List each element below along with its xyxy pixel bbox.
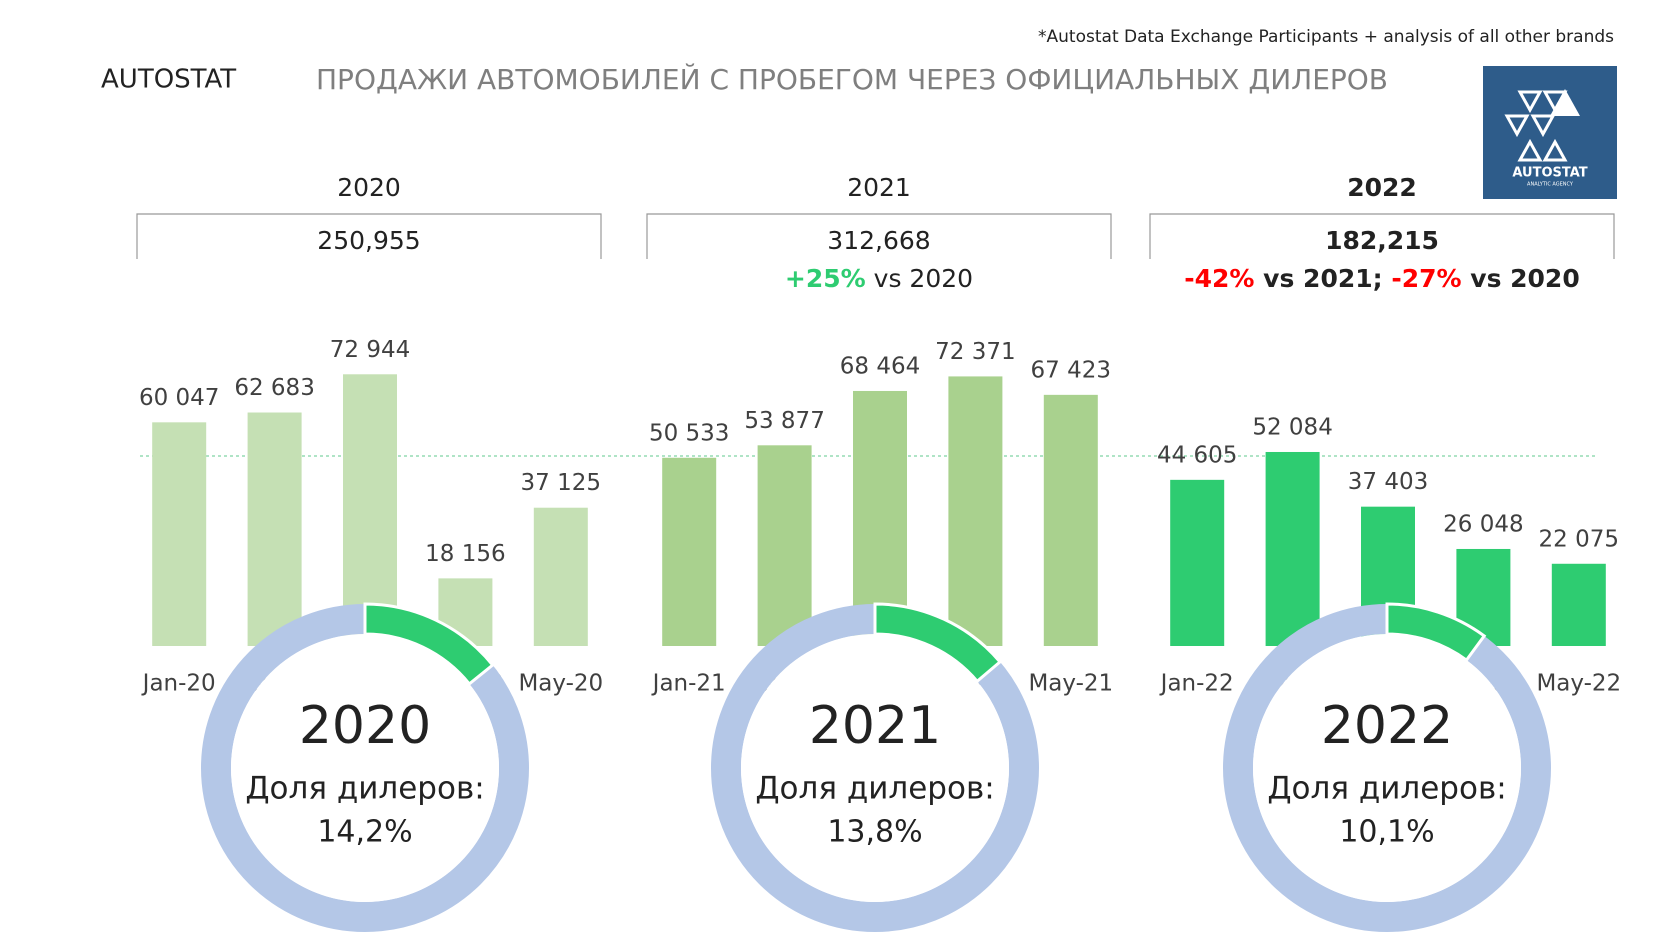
comparison-part: +25%	[785, 264, 866, 293]
x-tick-label: Jan-22	[1159, 671, 1234, 697]
year-heading: 2022	[1347, 173, 1417, 202]
value-label: 72 944	[330, 337, 410, 363]
bar	[662, 457, 717, 646]
total-value: 182,215	[1325, 226, 1439, 255]
logo-triangle	[1550, 89, 1580, 116]
donut-title: 2020	[299, 696, 431, 756]
value-label: 26 048	[1443, 511, 1523, 537]
donut-subtitle: Доля дилеров:	[1267, 771, 1506, 807]
bar	[247, 412, 302, 646]
year-heading: 2020	[337, 173, 401, 202]
donut-segment	[1385, 602, 1487, 663]
bar	[1265, 451, 1320, 646]
bar	[343, 374, 397, 646]
value-label: 52 084	[1252, 414, 1332, 440]
x-tick-label: Jan-21	[651, 671, 726, 697]
value-label: 60 047	[139, 385, 219, 411]
logo-background	[1483, 66, 1617, 199]
bar	[948, 376, 1003, 646]
total-value: 250,955	[317, 226, 420, 255]
value-label: 53 877	[744, 408, 824, 434]
total-box	[646, 213, 1112, 259]
comparison-part: vs 2020	[866, 264, 973, 293]
logo-text: AUTOSTAT	[1512, 166, 1587, 181]
value-label: 37 125	[521, 470, 601, 496]
value-label: 22 075	[1539, 526, 1619, 552]
donut-segment	[363, 602, 495, 686]
year-heading: 2021	[847, 173, 911, 202]
comparison-part: -42%	[1184, 264, 1254, 293]
donut-title: 2022	[1321, 696, 1453, 756]
bar	[1551, 563, 1606, 646]
x-tick-label: May-21	[1028, 671, 1113, 697]
x-tick-label: May-20	[518, 671, 603, 697]
logo-subtext: ANALYTIC AGENCY	[1527, 182, 1574, 188]
comparison-part: vs 2021;	[1254, 264, 1391, 293]
logo: AUTOSTAT ANALYTIC AGENCY	[1483, 66, 1617, 199]
value-label: 62 683	[234, 375, 314, 401]
bar	[757, 445, 812, 646]
value-label: 67 423	[1031, 357, 1111, 383]
total-value: 312,668	[827, 226, 930, 255]
donut-center	[741, 634, 1009, 902]
value-label: 37 403	[1348, 469, 1428, 495]
bar	[1170, 479, 1225, 646]
donut-value: 14,2%	[317, 815, 412, 850]
value-label: 72 371	[935, 339, 1015, 365]
x-tick-label: May-22	[1536, 671, 1621, 697]
total-box	[1149, 213, 1615, 259]
donut-title: 2021	[809, 696, 941, 756]
donut-center	[1253, 634, 1521, 902]
slide-title: ПРОДАЖИ АВТОМОБИЛЕЙ С ПРОБЕГОМ ЧЕРЕЗ ОФИ…	[316, 62, 1388, 96]
value-label: 44 605	[1157, 442, 1237, 468]
donut-value: 13,8%	[827, 815, 922, 850]
total-box	[136, 213, 602, 259]
bar	[1043, 394, 1098, 646]
comparison: -42% vs 2021; -27% vs 2020	[1184, 264, 1579, 293]
donut-segment	[873, 602, 1003, 684]
value-label: 18 156	[425, 541, 505, 567]
donut-value: 10,1%	[1339, 815, 1434, 850]
x-tick-label: Jan-20	[141, 671, 216, 697]
comparison: +25% vs 2020	[785, 264, 973, 293]
value-label: 68 464	[840, 353, 920, 379]
bar	[152, 422, 207, 646]
comparison-part: -27%	[1391, 264, 1461, 293]
donut-center	[231, 634, 499, 902]
value-label: 50 533	[649, 420, 729, 446]
footnote: *Autostat Data Exchange Participants + a…	[1038, 27, 1614, 47]
donut-subtitle: Доля дилеров:	[755, 771, 994, 807]
donut-subtitle: Доля дилеров:	[245, 771, 484, 807]
comparison-part: vs 2020	[1462, 264, 1580, 293]
brand: AUTOSTAT	[101, 65, 236, 95]
bar	[533, 507, 588, 646]
